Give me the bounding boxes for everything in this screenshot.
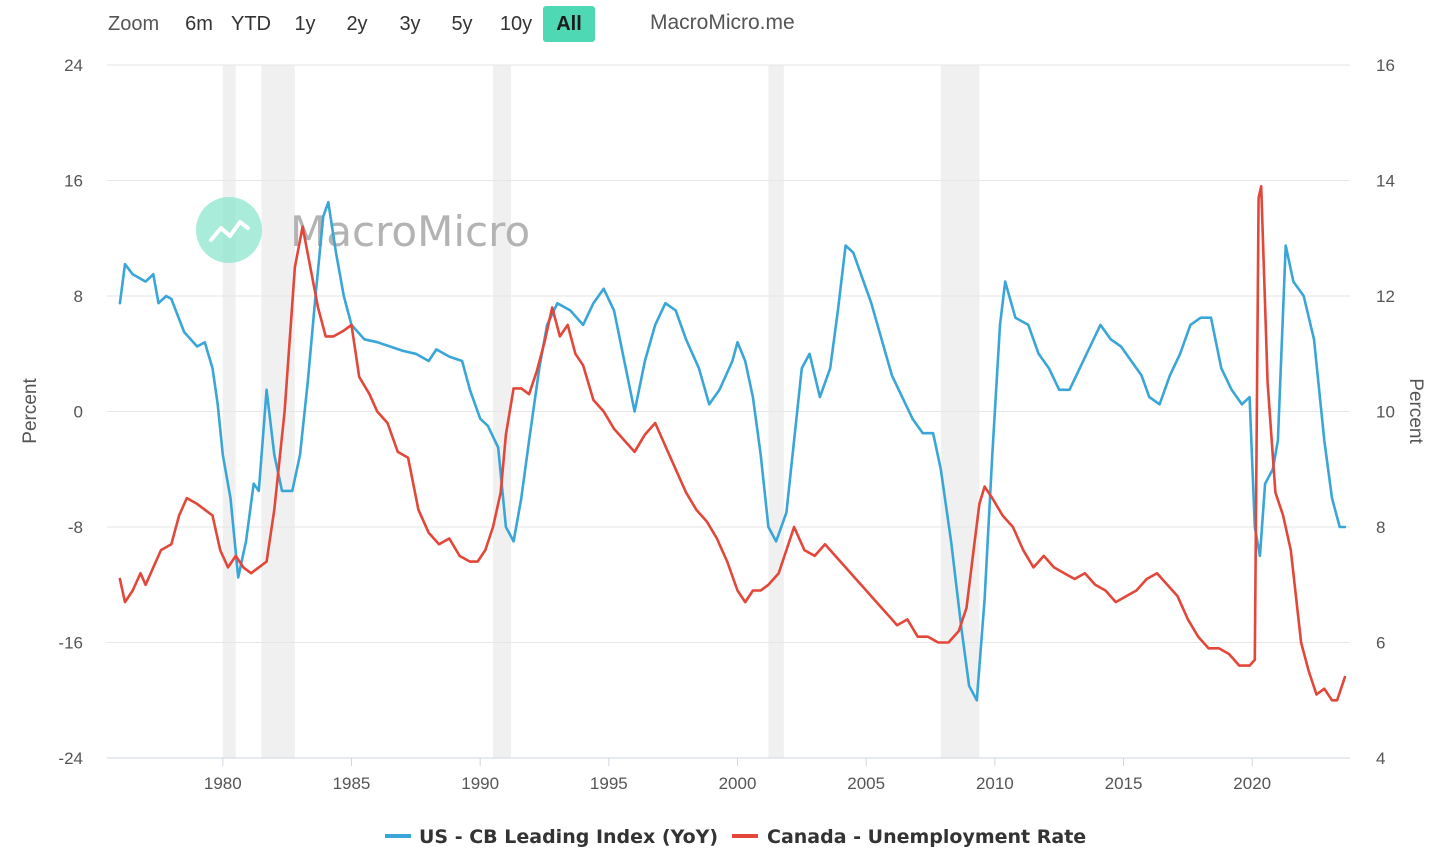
left-tick-label: 0	[74, 403, 83, 422]
legend-item-us[interactable]: US - CB Leading Index (YoY)	[385, 826, 718, 848]
x-tick-label: 1995	[590, 774, 628, 793]
right-tick-label: 6	[1376, 634, 1385, 653]
series-lines	[118, 185, 1347, 702]
legend-label-canada: Canada - Unemployment Rate	[767, 826, 1086, 848]
right-tick-label: 8	[1376, 518, 1385, 537]
zoom-6m-button[interactable]: 6m	[185, 13, 213, 35]
right-tick-label: 16	[1376, 56, 1395, 75]
right-tick-label: 10	[1376, 403, 1395, 422]
watermark-logo-icon	[196, 197, 262, 263]
left-tick-label: -8	[68, 518, 83, 537]
zoom-label: Zoom	[108, 13, 160, 35]
gridlines	[107, 64, 1350, 759]
zoom-1y-button[interactable]: 1y	[294, 13, 316, 35]
legend: US - CB Leading Index (YoY) Canada - Une…	[385, 826, 1086, 848]
right-axis: 16 14 12 10 8 6 4	[1376, 56, 1395, 768]
zoom-all-button[interactable]: All	[543, 6, 595, 42]
right-axis-title: Percent	[1405, 378, 1426, 444]
series-line-canada-unemployment	[118, 185, 1347, 702]
left-tick-label: 24	[64, 56, 83, 75]
brand-text: MacroMicro.me	[650, 11, 795, 34]
left-tick-label: -16	[58, 634, 83, 653]
right-tick-label: 4	[1376, 749, 1385, 768]
x-tick-label: 1980	[204, 774, 242, 793]
zoom-ytd-button[interactable]: YTD	[231, 13, 271, 35]
left-axis-title: Percent	[20, 378, 41, 444]
right-tick-label: 14	[1376, 172, 1395, 191]
x-tick-label: 2005	[847, 774, 885, 793]
legend-label-us: US - CB Leading Index (YoY)	[419, 826, 718, 848]
legend-item-canada[interactable]: Canada - Unemployment Rate	[732, 826, 1086, 848]
x-tick-label: 2010	[976, 774, 1014, 793]
zoom-5y-button[interactable]: 5y	[451, 13, 473, 35]
left-tick-label: -24	[58, 749, 83, 768]
range-selector: Zoom 6m YTD 1y 2y 3y 5y 10y All MacroMic…	[0, 0, 1456, 50]
x-tick-label: 1990	[461, 774, 499, 793]
zoom-10y-button[interactable]: 10y	[499, 13, 533, 35]
x-tick-label: 1985	[333, 774, 371, 793]
watermark-trend-icon	[209, 220, 250, 242]
left-axis: 24 16 8 0 -8 -16 -24	[58, 56, 83, 768]
right-tick-label: 12	[1376, 287, 1395, 306]
zoom-2y-button[interactable]: 2y	[346, 13, 368, 35]
left-tick-label: 8	[74, 287, 83, 306]
zoom-3y-button[interactable]: 3y	[399, 13, 421, 35]
series-line-us-leading-index	[118, 200, 1347, 702]
left-tick-label: 16	[64, 172, 83, 191]
x-tick-label: 2015	[1105, 774, 1143, 793]
watermark: MacroMicro	[196, 197, 530, 263]
x-tick-label: 2020	[1233, 774, 1271, 793]
watermark-text: MacroMicro	[290, 207, 530, 256]
x-tick-label: 2000	[719, 774, 757, 793]
x-axis: 1980 1985 1990 1995 2000 2005 2010 2015 2020	[204, 758, 1271, 793]
